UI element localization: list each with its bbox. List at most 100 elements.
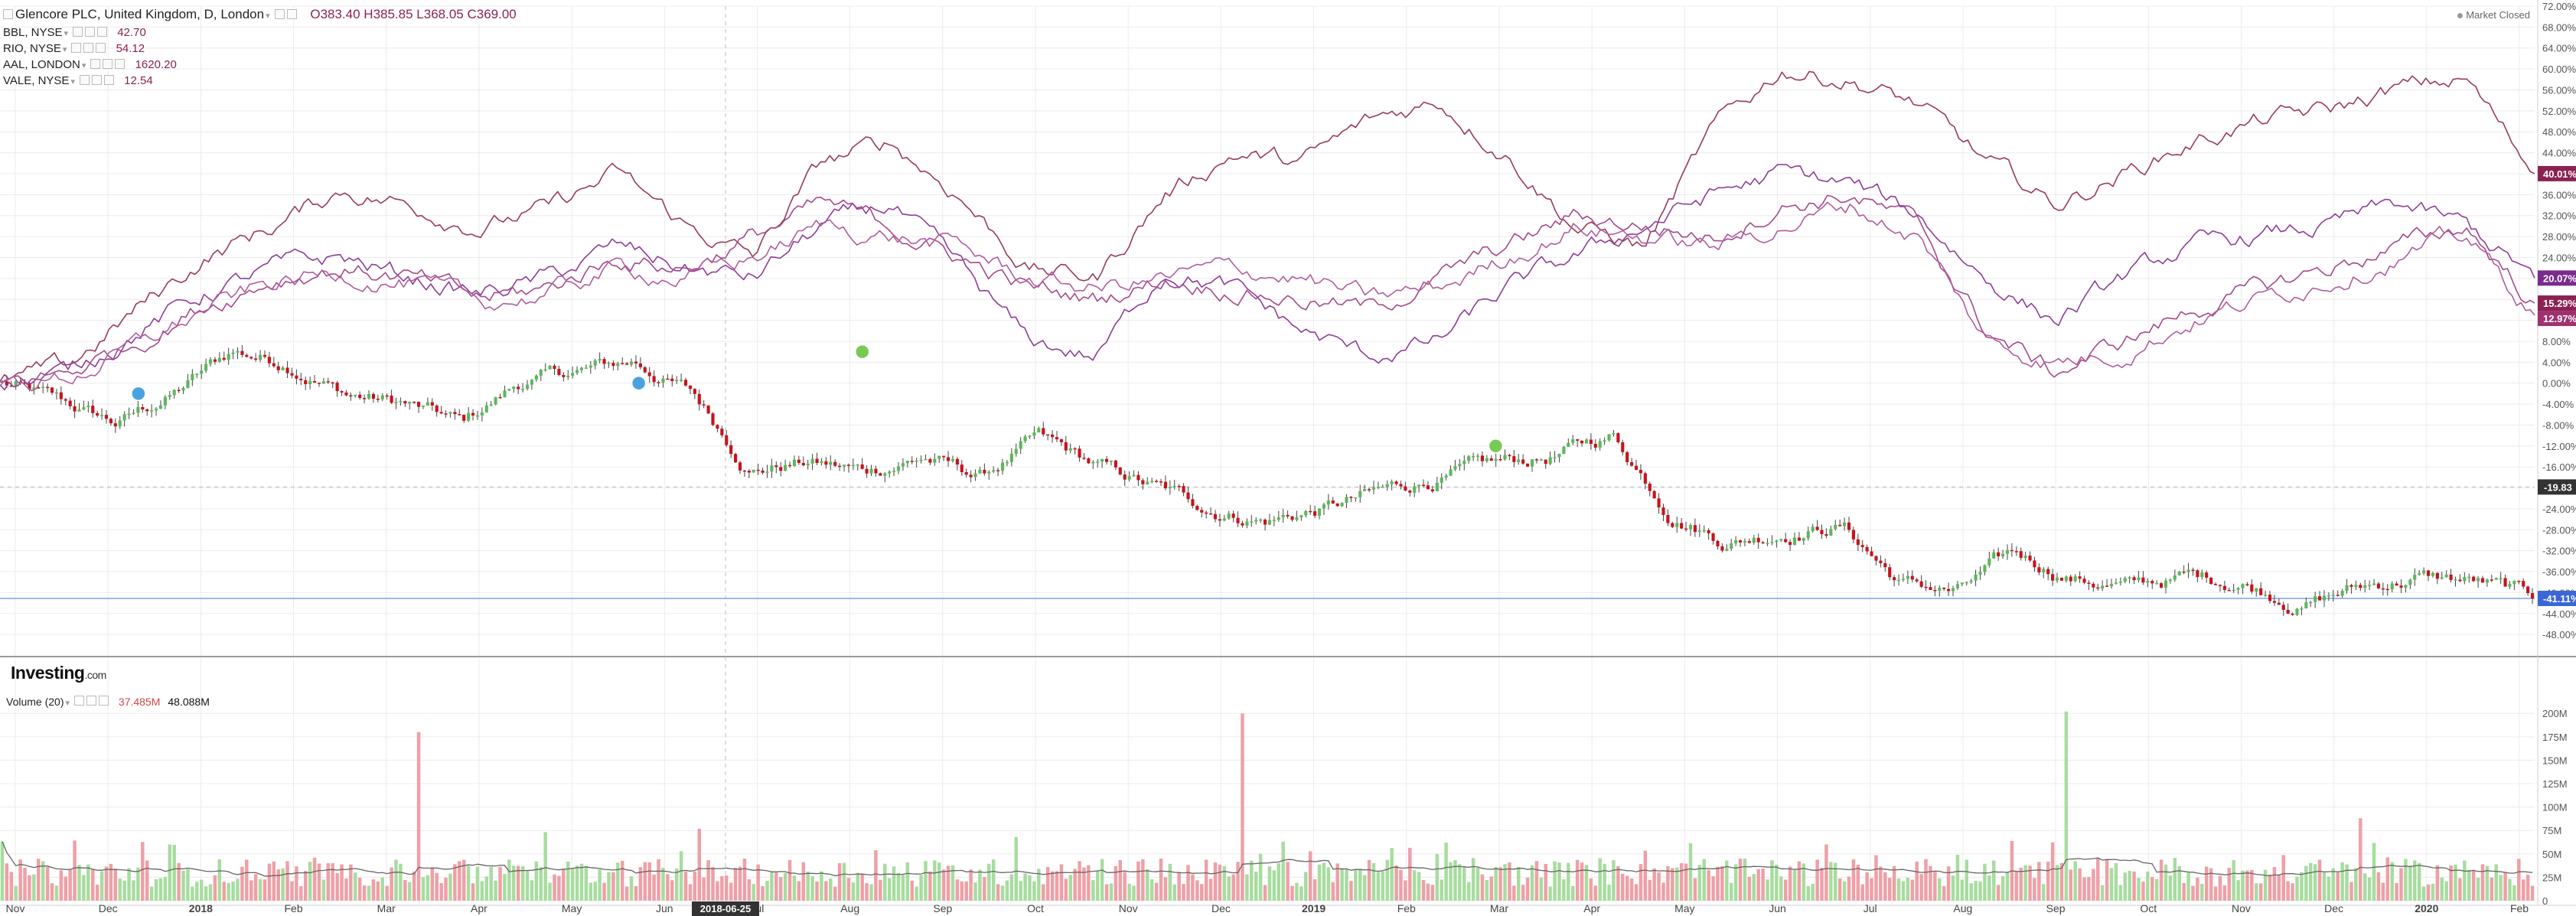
chevron-down-icon[interactable]: ▾ xyxy=(62,45,67,54)
candle-body xyxy=(1467,456,1471,461)
compare-value: 1620.20 xyxy=(135,58,177,71)
close-icon[interactable] xyxy=(96,43,106,53)
volume-bar xyxy=(1906,877,1910,901)
compare-row-aal[interactable]: AAL, LONDON ▾ 1620.20 xyxy=(3,58,177,71)
candle-body xyxy=(666,378,670,380)
volume-bar xyxy=(1041,884,1045,901)
close-icon[interactable] xyxy=(103,75,114,85)
volume-bar xyxy=(960,881,964,901)
volume-bar xyxy=(905,862,910,901)
candle-body xyxy=(1123,474,1127,480)
settings-icon[interactable] xyxy=(74,696,85,706)
volume-bar xyxy=(484,876,489,901)
candle-body xyxy=(2408,579,2412,585)
volume-bar xyxy=(1851,859,1856,901)
volume-bar xyxy=(1915,861,1919,901)
candle-body xyxy=(2314,596,2317,602)
candle-body xyxy=(127,413,131,416)
candle-body xyxy=(1032,432,1036,436)
series-line-bbl xyxy=(0,164,2535,391)
hide-icon[interactable] xyxy=(91,75,102,85)
candle-body xyxy=(1621,442,1625,452)
close-icon[interactable] xyxy=(97,27,108,37)
candle-body xyxy=(1730,543,1733,549)
hide-icon[interactable] xyxy=(103,59,113,69)
candle-body xyxy=(915,460,918,462)
compare-row-rio[interactable]: RIO, NYSE ▾ 54.12 xyxy=(3,42,145,55)
chevron-down-icon[interactable]: ▾ xyxy=(64,29,69,38)
candle-body xyxy=(1933,589,1937,592)
chevron-down-icon[interactable]: ▾ xyxy=(81,61,86,70)
candle-body xyxy=(1797,537,1801,541)
candle-body xyxy=(1413,486,1417,493)
chevron-down-icon[interactable]: ▾ xyxy=(266,11,270,21)
hide-icon[interactable] xyxy=(86,696,97,706)
volume-bar xyxy=(1204,859,1208,901)
candle-body xyxy=(1014,448,1018,454)
compare-row-bbl[interactable]: BBL, NYSE ▾ 42.70 xyxy=(3,26,146,39)
candle-body xyxy=(1593,444,1597,448)
time-axis[interactable]: Nov Dec 2018 Feb Mar Apr May Jun Jul Aug Sep Oct Nov… xyxy=(6,901,2529,916)
candle-body xyxy=(1924,586,1928,588)
event-markers[interactable] xyxy=(131,344,1504,454)
close-icon[interactable] xyxy=(115,59,126,69)
hide-icon[interactable] xyxy=(286,9,297,19)
volume-bar xyxy=(186,869,190,901)
symbol-header[interactable]: Glencore PLC, United Kingdom, D, London ▾… xyxy=(3,7,517,22)
candle-body xyxy=(385,395,389,397)
candle-body xyxy=(1354,497,1358,499)
candle-body xyxy=(534,375,538,380)
chevron-down-icon[interactable]: ▾ xyxy=(65,699,70,708)
volume-bar xyxy=(1312,879,1317,901)
volume-bar xyxy=(1241,713,1244,901)
volume-bar xyxy=(390,867,393,901)
y-tick-label: -24.00% xyxy=(2542,504,2576,515)
candle-body xyxy=(1860,545,1864,547)
volume-bar xyxy=(489,866,493,901)
volume-bar xyxy=(5,863,9,901)
candle-body xyxy=(480,412,484,416)
volume-tick-label: 0 xyxy=(2542,895,2548,907)
hide-icon[interactable] xyxy=(83,43,94,53)
volume-bar xyxy=(1480,874,1485,901)
candle-body xyxy=(77,409,81,412)
volume-bar xyxy=(208,884,213,901)
volume-bar xyxy=(73,840,77,901)
close-icon[interactable] xyxy=(99,696,109,706)
volume-bar xyxy=(720,875,724,901)
volume-bar xyxy=(2128,871,2131,901)
candle-body xyxy=(331,382,334,384)
volume-bar xyxy=(1394,865,1398,901)
volume-bar xyxy=(1775,864,1779,901)
volume-bar xyxy=(1100,859,1104,901)
settings-icon[interactable] xyxy=(274,9,285,19)
volume-bar xyxy=(937,862,941,901)
settings-icon[interactable] xyxy=(90,59,101,69)
volume-bar xyxy=(2046,862,2050,901)
settings-icon[interactable] xyxy=(79,75,90,85)
candle-body xyxy=(1716,540,1720,546)
chevron-down-icon[interactable]: ▾ xyxy=(70,77,75,86)
collapse-icon[interactable] xyxy=(3,9,13,19)
candle-body xyxy=(1747,541,1751,543)
candle-body xyxy=(530,380,533,385)
volume-bar xyxy=(1688,843,1693,901)
candle-body xyxy=(118,420,122,427)
volume-tick-label: 175M xyxy=(2542,732,2568,743)
candle-body xyxy=(553,365,556,370)
volume-bar xyxy=(1095,871,1100,901)
volume-header[interactable]: Volume (20) ▾ 37.485M 48.088M xyxy=(6,696,210,708)
candle-body xyxy=(2508,584,2512,587)
hide-icon[interactable] xyxy=(85,27,96,37)
candle-body xyxy=(399,401,403,403)
settings-icon[interactable] xyxy=(73,27,83,37)
volume-bar xyxy=(1286,862,1290,901)
settings-icon[interactable] xyxy=(71,43,82,53)
candle-body xyxy=(1598,441,1602,448)
price-axis[interactable]: 72.00% 68.00% 64.00% 60.00% 56.00% 52.00% 48.0… xyxy=(2538,1,2576,907)
compare-value: 12.54 xyxy=(124,74,153,87)
candle-body xyxy=(326,381,330,383)
compare-row-vale[interactable]: VALE, NYSE ▾ 12.54 xyxy=(3,74,153,87)
candle-body xyxy=(806,463,810,466)
